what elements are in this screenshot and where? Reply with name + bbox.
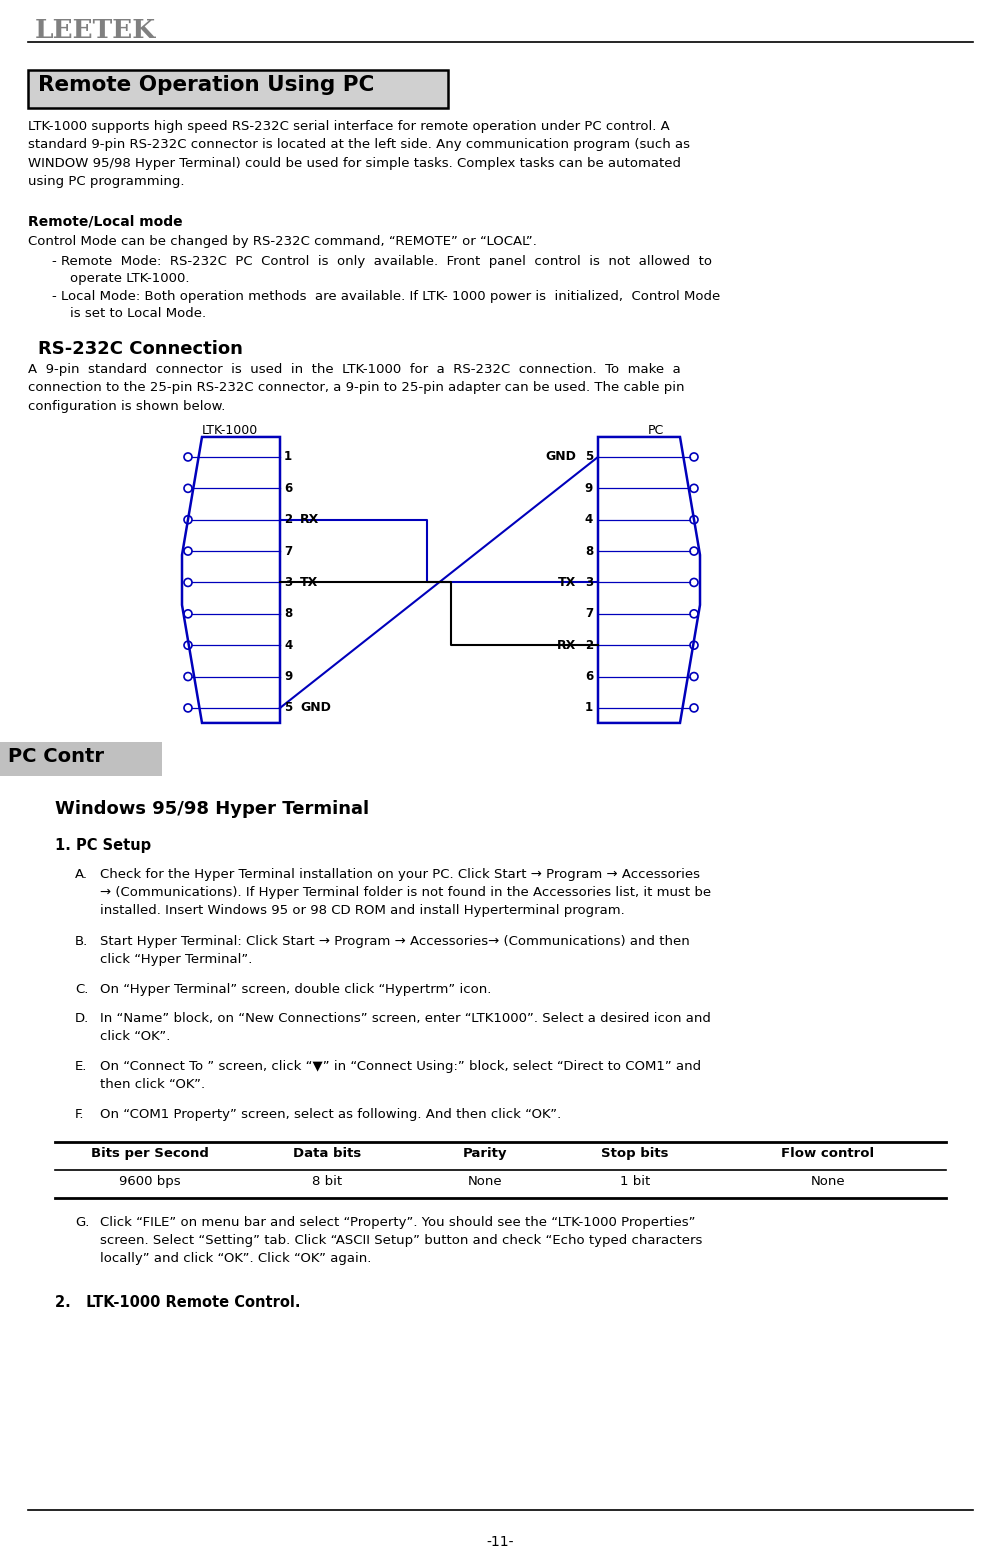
Text: -11-: -11-	[486, 1534, 514, 1548]
Text: Stop bits: Stop bits	[602, 1148, 669, 1160]
Text: 2.   LTK-1000 Remote Control.: 2. LTK-1000 Remote Control.	[55, 1295, 300, 1309]
Text: RX: RX	[300, 512, 319, 526]
Text: 3: 3	[284, 576, 292, 589]
Text: D.: D.	[75, 1013, 89, 1025]
Text: 9: 9	[284, 669, 292, 683]
Text: - Local Mode: Both operation methods  are available. If LTK- 1000 power is  init: - Local Mode: Both operation methods are…	[52, 290, 721, 303]
Text: On “Hyper Terminal” screen, double click “Hypertrm” icon.: On “Hyper Terminal” screen, double click…	[100, 983, 491, 995]
Text: 3: 3	[585, 576, 593, 589]
Text: 2: 2	[284, 512, 292, 526]
Text: Remote/Local mode: Remote/Local mode	[28, 214, 182, 228]
Text: Flow control: Flow control	[782, 1148, 875, 1160]
Text: TX: TX	[300, 576, 318, 589]
Text: TX: TX	[558, 576, 576, 589]
FancyBboxPatch shape	[0, 742, 162, 776]
Text: 2: 2	[585, 638, 593, 652]
Text: Control Mode can be changed by RS-232C command, “REMOTE” or “LOCAL”.: Control Mode can be changed by RS-232C c…	[28, 235, 537, 248]
Text: 1: 1	[585, 702, 593, 714]
Text: 1. PC Setup: 1. PC Setup	[55, 839, 151, 853]
Text: On “COM1 Property” screen, select as following. And then click “OK”.: On “COM1 Property” screen, select as fol…	[100, 1107, 562, 1121]
Text: F.: F.	[75, 1107, 84, 1121]
FancyBboxPatch shape	[28, 70, 448, 109]
Text: 8 bit: 8 bit	[312, 1176, 342, 1188]
Text: operate LTK-1000.: operate LTK-1000.	[70, 272, 189, 284]
Text: In “Name” block, on “New Connections” screen, enter “LTK1000”. Select a desired : In “Name” block, on “New Connections” sc…	[100, 1013, 711, 1044]
Text: On “Connect To ” screen, click “▼” in “Connect Using:” block, select “Direct to : On “Connect To ” screen, click “▼” in “C…	[100, 1059, 701, 1090]
Text: 6: 6	[284, 481, 292, 495]
Text: Data bits: Data bits	[293, 1148, 361, 1160]
Text: 8: 8	[284, 607, 292, 620]
Text: RS-232C Connection: RS-232C Connection	[38, 340, 243, 359]
Text: 9: 9	[585, 481, 593, 495]
Text: RX: RX	[557, 638, 576, 652]
Text: 8: 8	[585, 545, 593, 558]
Text: 1 bit: 1 bit	[620, 1176, 650, 1188]
Text: Parity: Parity	[462, 1148, 508, 1160]
Text: B.: B.	[75, 935, 88, 947]
Text: Remote Operation Using PC: Remote Operation Using PC	[38, 75, 374, 95]
Text: 4: 4	[585, 512, 593, 526]
Text: 6: 6	[585, 669, 593, 683]
Text: 7: 7	[585, 607, 593, 620]
Text: None: None	[811, 1176, 845, 1188]
Text: LEETEK: LEETEK	[35, 19, 156, 43]
Text: None: None	[467, 1176, 503, 1188]
Text: 5: 5	[284, 702, 292, 714]
Text: PC: PC	[648, 424, 664, 436]
Text: PC Contr: PC Contr	[8, 747, 104, 766]
Text: 4: 4	[284, 638, 292, 652]
Text: LTK-1000 supports high speed RS-232C serial interface for remote operation under: LTK-1000 supports high speed RS-232C ser…	[28, 120, 690, 188]
Text: is set to Local Mode.: is set to Local Mode.	[70, 307, 206, 320]
Text: Click “FILE” on menu bar and select “Property”. You should see the “LTK-1000 Pro: Click “FILE” on menu bar and select “Pro…	[100, 1216, 703, 1264]
Text: 5: 5	[585, 450, 593, 463]
Text: Start Hyper Terminal: Click Start → Program → Accessories→ (Communications) and : Start Hyper Terminal: Click Start → Prog…	[100, 935, 690, 966]
Text: C.: C.	[75, 983, 88, 995]
Text: LTK-1000: LTK-1000	[202, 424, 258, 436]
Text: GND: GND	[546, 450, 576, 463]
Text: 7: 7	[284, 545, 292, 558]
Text: A.: A.	[75, 868, 88, 881]
Text: G.: G.	[75, 1216, 89, 1228]
Text: - Remote  Mode:  RS-232C  PC  Control  is  only  available.  Front  panel  contr: - Remote Mode: RS-232C PC Control is onl…	[52, 255, 712, 269]
Text: GND: GND	[300, 702, 331, 714]
Text: Windows 95/98 Hyper Terminal: Windows 95/98 Hyper Terminal	[55, 800, 369, 818]
Text: Check for the Hyper Terminal installation on your PC. Click Start → Program → Ac: Check for the Hyper Terminal installatio…	[100, 868, 711, 916]
Text: E.: E.	[75, 1059, 87, 1073]
Text: 9600 bps: 9600 bps	[119, 1176, 181, 1188]
Text: Bits per Second: Bits per Second	[91, 1148, 209, 1160]
Text: A  9-pin  standard  connector  is  used  in  the  LTK-1000  for  a  RS-232C  con: A 9-pin standard connector is used in th…	[28, 363, 685, 413]
Text: 1: 1	[284, 450, 292, 463]
